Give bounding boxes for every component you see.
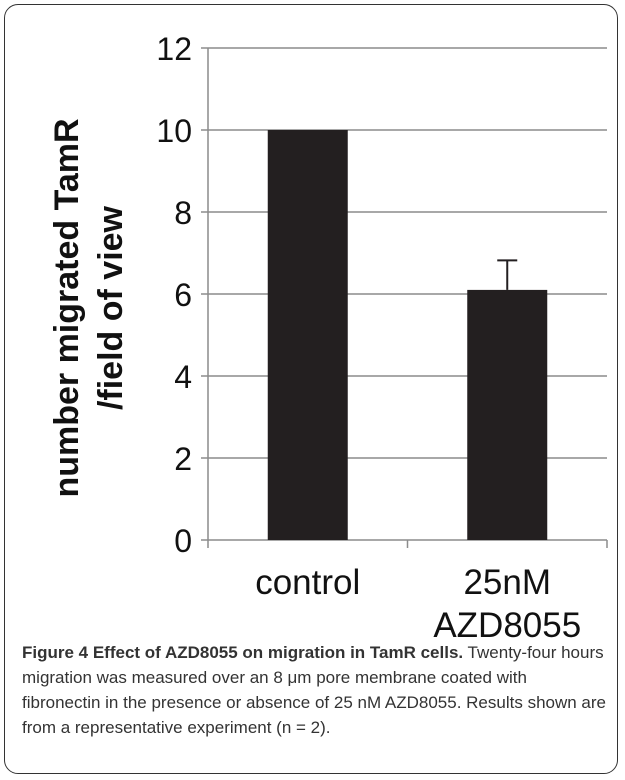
y-axis-title: /field of view [92,205,130,410]
bar-chart: 0 2 4 6 8 10 12 control 25nM AZD8055 number migrat… [48,31,608,640]
x-tick-label: 25nM [463,563,551,602]
y-tick-label: 12 [156,31,192,67]
y-tick-label: 8 [174,195,192,231]
y-tick-label: 4 [174,359,192,395]
bar [267,130,348,540]
x-tick-label: AZD8055 [433,606,581,640]
figure-caption: Figure 4 Effect of AZD8055 on migration … [22,640,607,740]
labels: 0 2 4 6 8 10 12 control 25nM AZD8055 number migrat… [48,31,581,640]
y-tick-label: 6 [174,277,192,313]
bars [267,130,548,540]
caption-text: Twenty-four hours migration was measured… [22,643,607,737]
bar [467,289,548,540]
caption-title: Figure 4 Effect of AZD8055 on migration … [22,643,464,662]
y-axis-title: number migrated TamR [48,118,86,497]
y-tick-label: 10 [156,113,192,149]
x-tick-label: control [255,563,360,602]
y-tick-label: 0 [174,523,192,559]
y-tick-label: 2 [174,441,192,477]
